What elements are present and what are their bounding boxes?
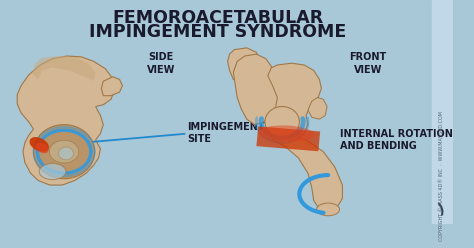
Polygon shape	[308, 97, 327, 119]
Bar	[432, 0, 453, 224]
Ellipse shape	[259, 125, 315, 142]
Ellipse shape	[317, 203, 339, 216]
Text: FRONT
VIEW: FRONT VIEW	[350, 52, 387, 75]
Ellipse shape	[34, 124, 95, 179]
Text: ): )	[436, 202, 446, 217]
Polygon shape	[33, 56, 96, 81]
Polygon shape	[233, 54, 277, 124]
Polygon shape	[273, 135, 342, 212]
Polygon shape	[251, 63, 321, 143]
Text: COPYRIGHT © MASS 4D® INC  ·  WWW.MASS4D.COM: COPYRIGHT © MASS 4D® INC · WWW.MASS4D.CO…	[439, 111, 444, 241]
Text: IMPINGEMENT SYNDROME: IMPINGEMENT SYNDROME	[90, 24, 346, 41]
Text: INTERNAL ROTATION
AND BENDING: INTERNAL ROTATION AND BENDING	[339, 129, 452, 152]
Text: IMPINGEMENT
SITE: IMPINGEMENT SITE	[187, 122, 265, 144]
Ellipse shape	[49, 140, 79, 163]
Bar	[256, 126, 320, 151]
Text: FEMOROACETABULAR: FEMOROACETABULAR	[112, 9, 324, 27]
Text: SIDE
VIEW: SIDE VIEW	[146, 52, 175, 75]
Polygon shape	[17, 56, 115, 185]
Ellipse shape	[29, 137, 49, 152]
Polygon shape	[101, 77, 122, 96]
Ellipse shape	[59, 147, 73, 160]
Polygon shape	[228, 48, 260, 83]
Ellipse shape	[265, 107, 300, 137]
Ellipse shape	[36, 143, 49, 153]
Ellipse shape	[39, 163, 66, 180]
